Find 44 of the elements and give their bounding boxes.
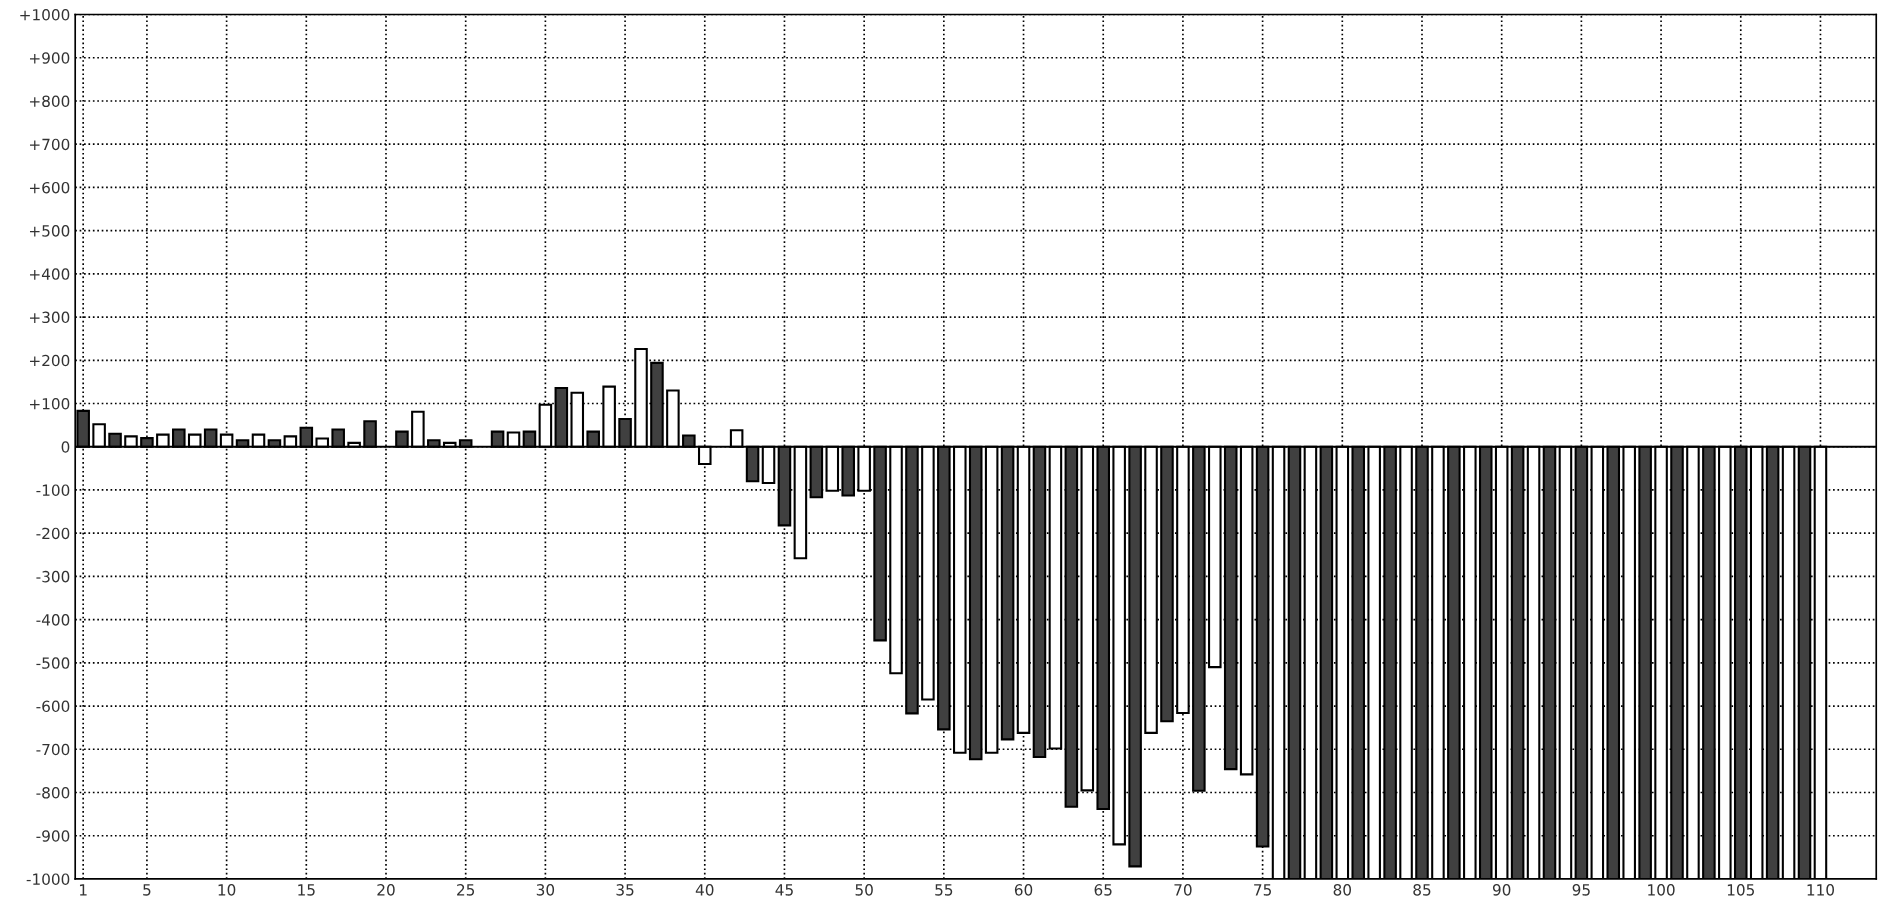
x-tick-label: 35 [616,884,634,896]
x-tick-label: 95 [1572,884,1590,896]
x-tick-label: 80 [1333,884,1352,896]
x-tick-label: 70 [1174,884,1192,896]
y-tick-label: +900 [29,52,70,64]
x-tick-label: 105 [1727,884,1755,896]
x-tick-label: 20 [377,884,395,896]
x-tick-label: 85 [1413,884,1431,896]
y-tick-label: +600 [29,181,70,194]
y-tick-label: -600 [36,700,70,713]
y-tick-label: -100 [36,484,70,496]
x-tick-label: 15 [298,884,315,896]
y-tick-label: +300 [29,311,70,324]
y-tick-label: -800 [36,786,70,799]
x-tick-label: 45 [775,884,793,896]
y-tick-label: -700 [36,743,70,756]
y-tick-label: +1000 [20,8,70,21]
x-tick-label: 25 [457,884,475,896]
x-tick-label: 90 [1492,884,1511,896]
y-tick-label: 0 [61,441,70,453]
y-tick-label: +400 [29,268,70,280]
y-tick-label: -1000 [26,873,70,885]
x-tick-label: 50 [855,884,873,896]
y-tick-label: +500 [29,225,70,237]
y-tick-label: -200 [36,527,70,540]
y-tick-label: -500 [36,657,70,669]
x-tick-label: 5 [143,884,151,896]
y-tick-label: -400 [36,614,70,626]
x-tick-label: 110 [1807,884,1835,896]
x-tick-label: 65 [1094,884,1112,896]
x-tick-label: 10 [218,884,236,896]
x-tick-label: 75 [1254,884,1271,896]
y-tick-label: -900 [36,830,70,842]
x-tick-label: 55 [935,884,953,896]
x-tick-label: 60 [1014,884,1033,896]
y-tick-label: +800 [29,95,70,107]
y-tick-label: -300 [36,570,70,583]
x-tick-label: 40 [695,884,714,896]
y-tick-label: +100 [29,397,70,410]
x-tick-label: 1 [79,884,87,896]
y-tick-label: +700 [29,138,70,151]
x-tick-label: 30 [536,884,555,896]
x-tick-label: 100 [1648,884,1675,896]
y-tick-label: +200 [29,354,70,367]
